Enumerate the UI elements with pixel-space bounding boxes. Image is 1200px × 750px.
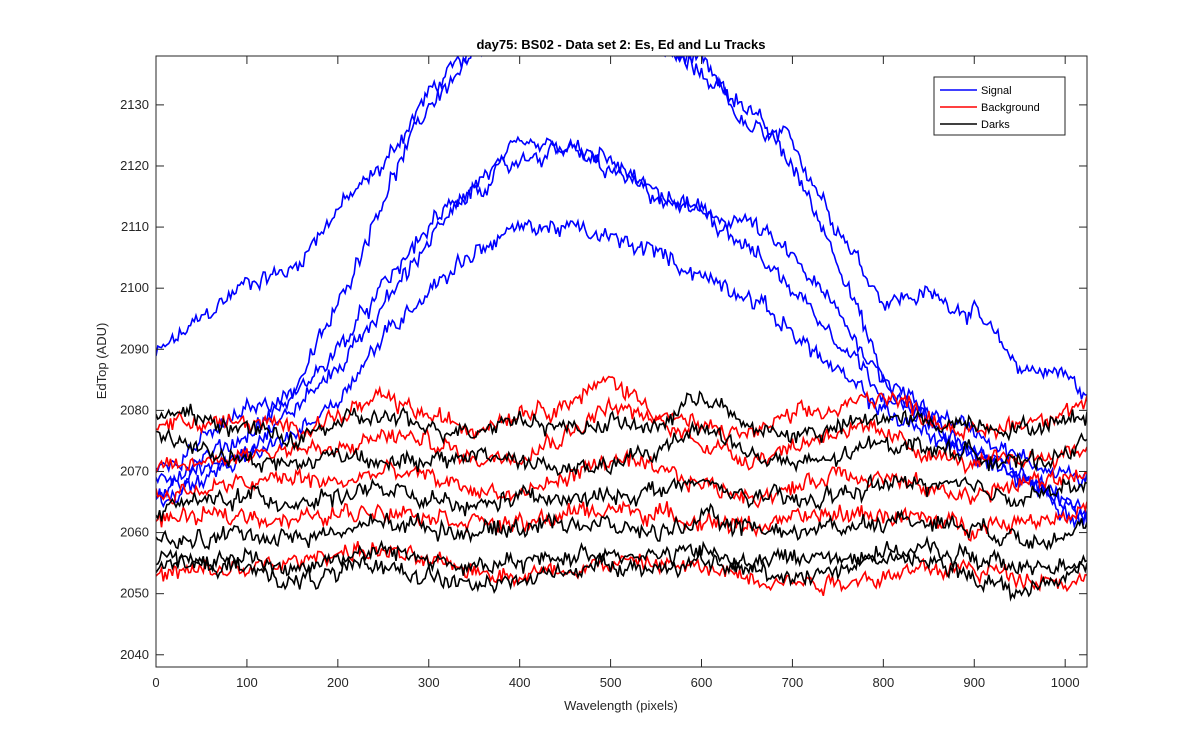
series-signal-line-2 xyxy=(156,56,1087,489)
y-tick-label: 2050 xyxy=(120,586,149,601)
series-signal-line-1 xyxy=(156,56,1087,400)
x-tick-label: 0 xyxy=(152,675,159,690)
x-tick-label: 1000 xyxy=(1051,675,1080,690)
x-tick-label: 800 xyxy=(872,675,894,690)
y-tick-label: 2040 xyxy=(120,647,149,662)
series-darks-line-5 xyxy=(156,535,1087,577)
series-background-line-1 xyxy=(156,375,1087,444)
x-tick-label: 300 xyxy=(418,675,440,690)
x-tick-label: 100 xyxy=(236,675,258,690)
y-tick-label: 2070 xyxy=(120,463,149,478)
y-tick-label: 2110 xyxy=(121,219,149,234)
x-axis-label: Wavelength (pixels) xyxy=(564,698,678,713)
series-signal-line-5 xyxy=(156,218,1087,524)
series-darks-line-1 xyxy=(156,390,1087,451)
x-tick-label: 400 xyxy=(509,675,531,690)
x-tick-label: 200 xyxy=(327,675,349,690)
y-tick-label: 2120 xyxy=(120,158,149,173)
axes-box xyxy=(155,55,1088,668)
x-tick-label: 600 xyxy=(691,675,713,690)
y-tick-label: 2080 xyxy=(120,402,149,417)
legend-box xyxy=(933,76,1066,136)
x-tick-label: 900 xyxy=(963,675,985,690)
x-tick-label: 500 xyxy=(600,675,622,690)
series-darks-line-3 xyxy=(156,473,1087,522)
y-tick-label: 2060 xyxy=(120,525,149,540)
chart-title: day75: BS02 - Data set 2: Es, Ed and Lu … xyxy=(476,37,765,52)
legend-label-darks: Darks xyxy=(981,119,1010,131)
y-tick-label: 2130 xyxy=(120,97,149,112)
series-background-line-3 xyxy=(156,448,1087,509)
legend-label-signal: Signal xyxy=(981,85,1012,97)
legend: Signal Background Darks xyxy=(933,76,1066,136)
series-darks-line-6 xyxy=(156,549,1087,602)
plot-area: 0 100 200 300 400 500 600 700 800 900 1000 2040 205… xyxy=(120,55,1088,690)
x-axis: 0 100 200 300 400 500 600 700 800 900 1000 xyxy=(152,56,1080,690)
x-tick-label: 700 xyxy=(782,675,804,690)
y-axis-label: EdTop (ADU) xyxy=(94,323,109,400)
series-darks-line-2 xyxy=(156,420,1087,477)
series-background-line-4 xyxy=(156,500,1087,542)
y-tick-label: 2100 xyxy=(120,280,149,295)
series-darks-line-4 xyxy=(156,502,1087,551)
legend-label-background: Background xyxy=(981,102,1040,114)
y-tick-label: 2090 xyxy=(120,341,149,356)
series-background-line-5 xyxy=(156,541,1087,597)
series-layer xyxy=(156,56,1087,602)
y-axis: 2040 2050 2060 2070 2080 2090 2100 2110 2120 2130 xyxy=(120,97,1087,662)
